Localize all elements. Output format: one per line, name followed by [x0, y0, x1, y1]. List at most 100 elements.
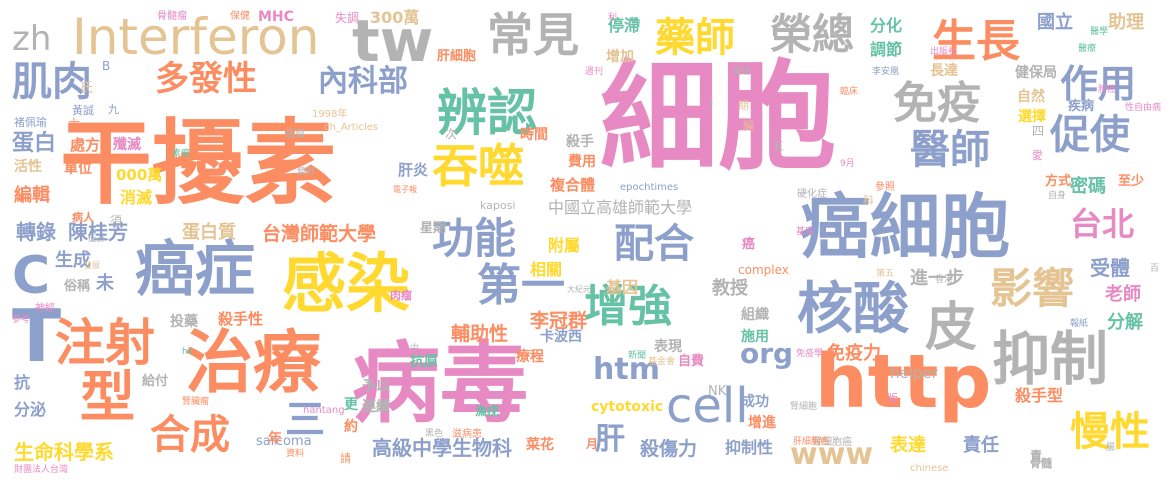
- cloud-word: 肌肉: [12, 59, 92, 105]
- cloud-word: 抑制性: [725, 438, 774, 457]
- cloud-word: 台北: [1070, 205, 1135, 243]
- cloud-word: 作用: [1060, 62, 1137, 106]
- cloud-word: 膀癌: [1098, 85, 1117, 95]
- cloud-word: 三: [285, 397, 325, 443]
- cloud-word: 增強: [584, 281, 672, 332]
- cloud-word: 肝細胞癌: [793, 437, 830, 447]
- cloud-word: 複合體: [550, 176, 596, 194]
- cloud-word: 生長: [932, 16, 1020, 67]
- cloud-word: 五: [772, 139, 785, 153]
- cloud-word: 年: [268, 431, 282, 447]
- cloud-word: 財團法人台灣: [14, 465, 69, 475]
- cloud-word: 增加: [606, 49, 634, 65]
- cloud-word: 表現: [654, 339, 682, 355]
- cloud-word: 腎臟瘤: [182, 397, 210, 407]
- cloud-word: 健保局: [1015, 65, 1057, 81]
- cloud-word: hk: [182, 347, 193, 357]
- cloud-word: 氏: [80, 81, 94, 96]
- cloud-word: 辨認: [437, 84, 537, 142]
- cloud-word: 陳桂芳: [68, 220, 128, 244]
- cloud-word: 細胞: [600, 48, 837, 186]
- cloud-word: 骨髓: [1030, 457, 1052, 470]
- cloud-word: 黑色: [425, 429, 444, 439]
- cloud-word: MHC: [258, 9, 294, 25]
- cloud-word: 癌細胞: [800, 186, 1010, 268]
- cloud-word: 生成: [55, 250, 91, 271]
- cloud-word: 蛋白: [12, 131, 57, 156]
- cloud-word: 皮: [925, 298, 978, 358]
- cloud-word: 星期: [420, 221, 447, 236]
- cloud-word: 殺傷力: [640, 438, 698, 460]
- cloud-word: 感染: [282, 248, 410, 322]
- cloud-word: 責: [1030, 449, 1043, 463]
- cloud-word: 相關: [530, 260, 563, 279]
- cloud-word: 分泌: [14, 400, 47, 419]
- cloud-word: 硬化症: [797, 189, 827, 200]
- cloud-word: www: [790, 437, 874, 472]
- cloud-word: tw: [352, 7, 434, 75]
- cloud-word: 六: [68, 117, 81, 131]
- cloud-word: 成功: [741, 394, 769, 410]
- cloud-word: 密碼: [1070, 176, 1106, 197]
- cloud-word: 轉錄: [16, 220, 56, 244]
- cloud-word: 愛: [1032, 149, 1043, 162]
- cloud-word: 殲滅: [113, 137, 141, 153]
- cloud-word: 月: [586, 437, 599, 451]
- cloud-word: 卡波西: [540, 329, 582, 345]
- cloud-word: 更: [344, 397, 358, 413]
- cloud-word: 進一步: [910, 268, 964, 289]
- cloud-word: 科: [863, 194, 874, 207]
- cloud-word: 資料: [286, 449, 305, 459]
- cloud-word: 助理: [1108, 12, 1144, 33]
- cloud-word: 給付: [142, 374, 169, 389]
- cloud-word: 增進: [748, 415, 776, 431]
- cloud-word: ch_Articles: [324, 122, 379, 133]
- cloud-word: 高級中學生物科: [372, 436, 512, 460]
- cloud-word: 國立: [1037, 12, 1073, 33]
- cloud-word: 腎細胞: [790, 402, 818, 412]
- cloud-word: 配合: [614, 221, 694, 267]
- cloud-word: 投藥: [170, 314, 198, 330]
- cloud-word: 性自由病: [1125, 103, 1162, 113]
- cloud-word: 大紀元: [567, 285, 591, 294]
- cloud-word: zh: [12, 19, 52, 59]
- cloud-word: 藝軒: [297, 167, 316, 177]
- cloud-word: 疾病: [1068, 99, 1095, 114]
- cloud-word: 須: [110, 214, 123, 228]
- cloud-word: 基因: [606, 278, 639, 297]
- cloud-word: 參考: [12, 315, 31, 325]
- cloud-word: 方式: [1045, 174, 1072, 189]
- cloud-word: 電子報: [393, 185, 417, 194]
- cloud-word: 腎細胞癌: [812, 437, 852, 448]
- cloud-word: 約: [344, 419, 358, 435]
- cloud-word: 臨床: [840, 87, 859, 97]
- cloud-word: 肝細胞: [437, 49, 477, 64]
- cloud-word: 李安凰: [872, 67, 900, 77]
- cloud-word: 300萬: [370, 8, 420, 27]
- cloud-word: 編輯: [14, 185, 50, 206]
- cloud-word: 香港: [935, 275, 954, 285]
- cloud-word: 次: [445, 127, 458, 141]
- cloud-word: 老師: [1105, 284, 1141, 305]
- cloud-word: 000萬: [116, 166, 163, 184]
- cloud-word: 免疫: [893, 78, 981, 129]
- cloud-word: 核酸: [797, 277, 909, 342]
- cloud-word: 免疫力: [827, 343, 881, 364]
- cloud-word: 蛋白質: [182, 222, 236, 243]
- cloud-word: hantang: [303, 405, 345, 416]
- cloud-word: 抗: [14, 373, 31, 392]
- cloud-word: 表達: [890, 435, 926, 456]
- cloud-word: 週刊: [585, 67, 604, 77]
- cloud-word: 癌瘤: [285, 129, 305, 140]
- cloud-word: 消滅: [120, 188, 153, 207]
- cloud-word: 療程: [516, 349, 544, 365]
- cloud-word: 基金會: [648, 357, 676, 367]
- cloud-word: T: [12, 294, 62, 378]
- cloud-word: 基底: [796, 227, 815, 237]
- cloud-word: 受體: [1090, 256, 1130, 280]
- cloud-word: 病毒: [352, 332, 529, 435]
- cloud-word: l: [710, 97, 714, 111]
- cloud-word: 促使: [1050, 112, 1130, 158]
- cloud-word: 利: [608, 13, 618, 23]
- cloud-word: 漁疣: [475, 404, 500, 418]
